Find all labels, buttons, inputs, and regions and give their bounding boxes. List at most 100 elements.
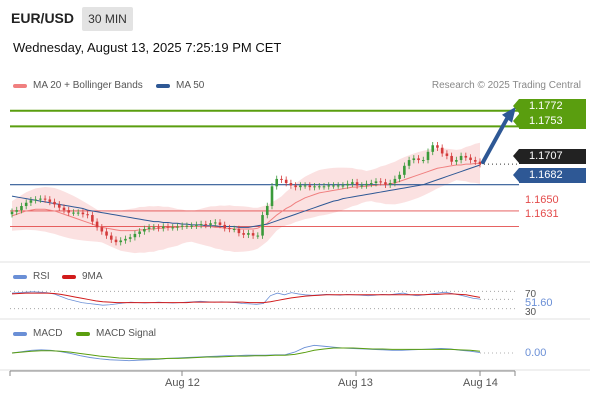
macd-value: 0.00 <box>525 347 547 359</box>
candle-body <box>327 185 331 187</box>
ma20-line <box>11 162 480 232</box>
legend-macd: MACD <box>13 328 62 339</box>
candle-body <box>341 185 345 187</box>
candle-body <box>469 157 472 161</box>
rsi-level-70: 70 <box>525 289 537 300</box>
timeframe-button[interactable]: 30 MIN <box>82 7 133 31</box>
candle-body <box>308 185 312 188</box>
candle-body <box>57 204 61 208</box>
datetime-label: Wednesday, August 13, 2025 7:25:19 PM CE… <box>13 40 282 55</box>
candle-body <box>299 185 302 188</box>
candle-body <box>242 233 245 235</box>
candle-body <box>450 155 453 162</box>
candle-body <box>237 229 241 234</box>
candle-body <box>133 233 137 238</box>
candle-body <box>119 240 123 243</box>
rsi-line <box>11 291 481 306</box>
candle-body <box>284 179 288 184</box>
target-tag-1-text: 1.1772 <box>529 100 563 112</box>
candle-body <box>213 222 217 224</box>
candle-body <box>218 222 222 225</box>
bollinger-band <box>12 142 480 254</box>
candle-body <box>29 200 33 203</box>
credit-label: Research © 2025 Trading Central <box>431 80 581 91</box>
candle-body <box>72 212 75 214</box>
x-tick-label: Aug 13 <box>338 377 373 389</box>
candle-body <box>185 225 189 227</box>
candle-body <box>39 198 42 200</box>
candle-body <box>313 186 316 188</box>
candle-body <box>124 238 127 241</box>
candle-body <box>351 182 354 184</box>
candle-body <box>417 158 420 161</box>
x-tick-label: Aug 12 <box>165 377 200 389</box>
candle-body <box>412 158 416 161</box>
candle-body <box>95 221 99 228</box>
candle-body <box>426 151 430 161</box>
candle-body <box>15 210 19 212</box>
candle-body <box>128 237 132 239</box>
candle-body <box>332 185 335 187</box>
legend-ma50: MA 50 <box>156 80 204 91</box>
candle-body <box>232 229 236 231</box>
candle-body <box>20 206 23 211</box>
current-price-tag: 1.1707 <box>513 149 586 164</box>
candle-body <box>317 186 321 188</box>
legend-ma50-label: MA 50 <box>176 80 205 91</box>
candle-body <box>455 160 458 162</box>
candle-body <box>369 183 373 185</box>
candle-body <box>147 227 151 230</box>
support-tag-1-text: 1.1650 <box>525 194 559 206</box>
legend-rsi: RSI <box>13 271 50 282</box>
candle-body <box>265 206 269 216</box>
bollinger-band-area <box>12 142 480 254</box>
candle-body <box>176 226 179 228</box>
candle-body <box>407 160 411 166</box>
candle-body <box>473 160 477 162</box>
target-tag-2-text: 1.1753 <box>529 115 563 127</box>
candle-body <box>180 225 184 227</box>
candle-body <box>76 212 80 214</box>
forecast-arrow-head <box>502 106 516 123</box>
candle-body <box>388 183 392 185</box>
moving-averages <box>11 162 481 232</box>
candle-body <box>62 207 66 211</box>
candle-body <box>91 215 94 222</box>
legend-ma20-label: MA 20 + Bollinger Bands <box>33 80 143 91</box>
rsi-panel <box>10 290 515 310</box>
candle-body <box>190 225 193 227</box>
ma50-line <box>11 164 481 228</box>
legend-macd-signal: MACD Signal <box>76 328 156 339</box>
candle-body <box>157 227 160 229</box>
candle-body <box>436 145 439 148</box>
candle-body <box>355 182 359 186</box>
legend-macd-label: MACD <box>33 328 63 339</box>
candle-body <box>398 174 401 179</box>
support-tag-2: 1.1631 <box>515 207 559 222</box>
signal-swatch <box>76 331 90 336</box>
candle-body <box>34 199 37 201</box>
candle-body <box>346 183 349 186</box>
candle-body <box>270 186 274 207</box>
candle-body <box>81 212 85 215</box>
symbol-label: EUR/USD <box>11 10 75 26</box>
candle-body <box>24 202 28 207</box>
candle-body <box>48 199 52 202</box>
candle-body <box>280 178 283 180</box>
candle-body <box>204 224 208 226</box>
candle-body <box>384 182 387 185</box>
candle-body <box>421 160 425 162</box>
legend-ma20: MA 20 + Bollinger Bands <box>13 80 143 91</box>
candle-body <box>105 231 108 236</box>
candle-body <box>275 178 279 187</box>
rsi-level-30: 30 <box>525 307 537 318</box>
candle-body <box>464 155 468 158</box>
support-tag-1: 1.1650 <box>515 193 559 208</box>
candle-body <box>336 185 340 187</box>
candle-body <box>166 226 170 228</box>
support-tag-2-text: 1.1631 <box>525 208 559 220</box>
candle-body <box>261 215 264 236</box>
candle-body <box>209 223 212 225</box>
rsi-ma9-line <box>11 292 481 304</box>
